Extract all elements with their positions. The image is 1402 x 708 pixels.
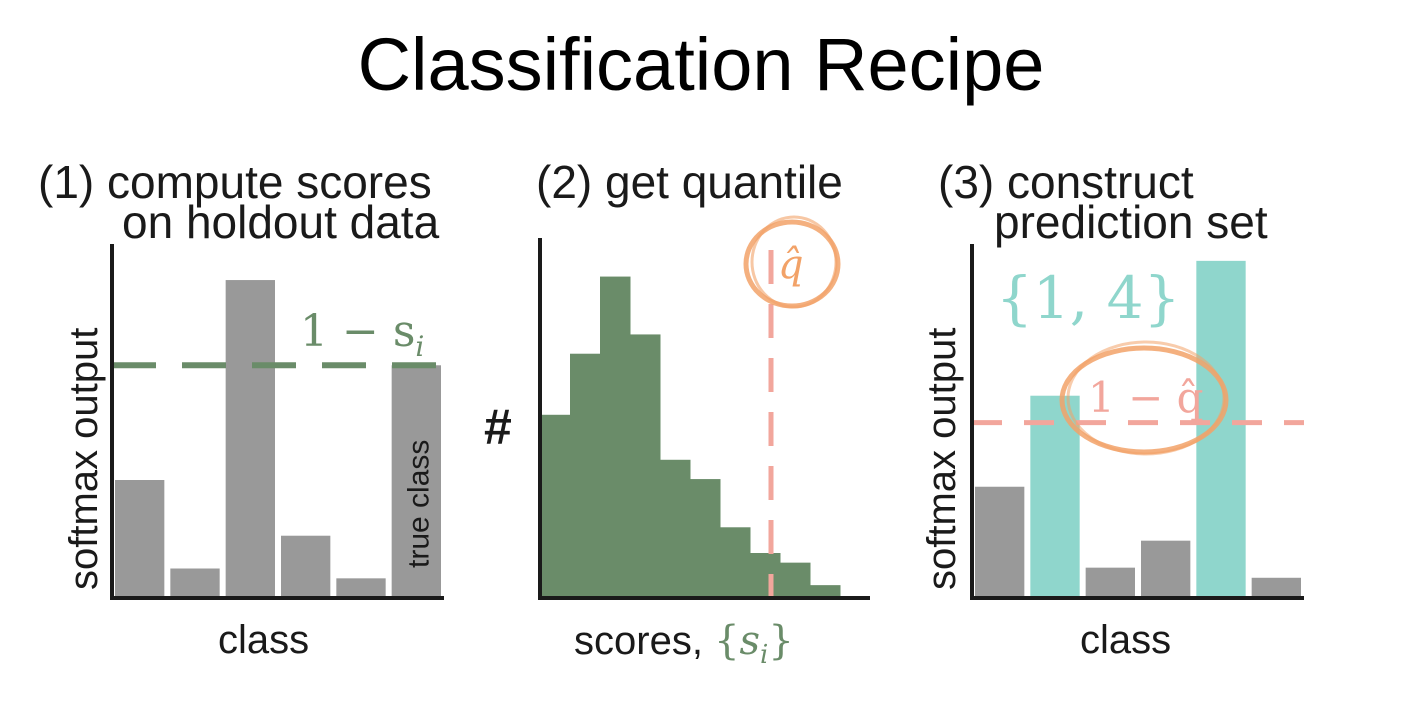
one-minus-qhat-circle-stroke2 (1066, 340, 1226, 456)
one-minus-qhat-circle (1059, 345, 1229, 455)
qhat-circle-stroke2 (750, 215, 838, 309)
panel-2-hist-bin (630, 334, 661, 598)
panel-1-bar (336, 578, 386, 598)
panel-2-title-line1: (2) get quantile (536, 156, 843, 208)
panel-1-bar (115, 480, 165, 598)
panel-2-hist-bin (600, 276, 631, 598)
panel-1-bar (391, 365, 441, 598)
scores-set-close: } (768, 618, 794, 664)
panel-3-title: (3) construct prediction set (938, 159, 1268, 248)
panel-3-title-line1: (3) construct (938, 156, 1194, 208)
panel-2-ylabel: # (484, 399, 512, 455)
panel-2-histogram (540, 276, 841, 598)
one-minus-qhat-label: 1 − q̂ (1088, 373, 1204, 422)
panel-1-title: (1) compute scores on holdout data (38, 159, 440, 248)
panel-2-title: (2) get quantile (536, 159, 843, 205)
slide-title: Classification Recipe (357, 23, 1045, 106)
panel-1-bar (225, 280, 275, 598)
prediction-set-label: {1, 4} (996, 264, 1180, 332)
panel-3-bar-in-set (1030, 395, 1080, 598)
panel-3-bar (1141, 540, 1191, 598)
panel-3-title-line2: prediction set (994, 196, 1268, 248)
panel-2-hist-bin (750, 553, 781, 598)
panel-1-title-line1: (1) compute scores (38, 156, 432, 208)
panel-1-title-line2: on holdout data (122, 196, 440, 248)
annotations-layer: 1 − si q̂ 1 − q̂ {1, 4} (112, 215, 1304, 598)
panel-2-hist-bin (780, 562, 811, 598)
panel-3-bar-in-set (1196, 260, 1246, 598)
panel-3-bar (1251, 577, 1301, 598)
panel-2-hist-bin (690, 479, 721, 598)
panel-3-xlabel: class (1080, 618, 1172, 662)
panel-3-bar (975, 486, 1025, 598)
panel-3-axes (970, 244, 1304, 600)
panel-3-bars (975, 260, 1301, 598)
panel-1-bar (170, 568, 220, 598)
panel-2-hist-bin (540, 414, 571, 598)
panel-2-xlabel: scores, {si} (574, 618, 794, 670)
threshold-label: 1 − si (300, 306, 424, 363)
panel-3-bar (1085, 567, 1135, 598)
panel-2-hist-bin (570, 353, 601, 598)
panel-2-xlabel-prefix: scores, (574, 619, 703, 663)
panel-1-axes (110, 244, 444, 600)
panel-1-bar (281, 535, 331, 598)
panel-2-axes (538, 238, 870, 600)
scores-set-open: { (714, 618, 740, 664)
panel-1-bars: true class (115, 280, 441, 598)
axes-layer (110, 238, 1304, 600)
scores-set-sub: i (760, 640, 769, 670)
true-class-label: true class (402, 440, 435, 568)
panel-2-hist-bin (660, 459, 691, 598)
scores-set-var: s (739, 618, 761, 664)
qhat-label: q̂ (778, 242, 804, 288)
panel-2-hist-bin (720, 527, 751, 598)
panel-1-xlabel: class (218, 618, 310, 662)
panel-2-hist-bin (810, 585, 841, 598)
